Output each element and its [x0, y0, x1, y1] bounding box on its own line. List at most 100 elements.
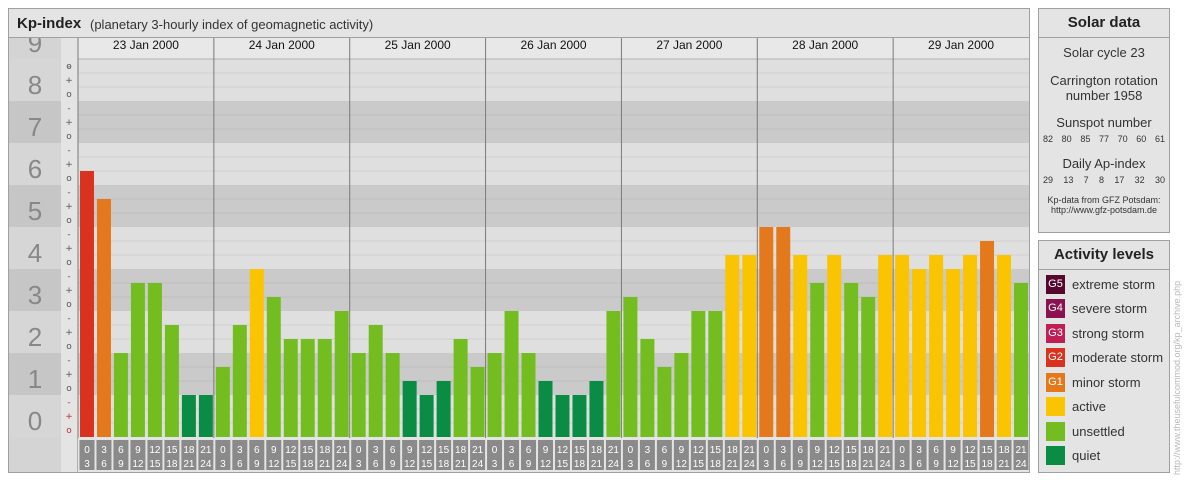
kp-bar — [793, 255, 808, 437]
interval-end-label: 18 — [438, 459, 450, 470]
interval-start-label: 15 — [710, 445, 722, 456]
grid-band — [78, 185, 1029, 227]
third-label: + — [65, 370, 73, 380]
third-label: o — [66, 174, 72, 184]
interval-start-label: 15 — [166, 445, 178, 456]
interval-cell — [453, 440, 469, 470]
third-label: o — [66, 300, 72, 310]
interval-end-label: 15 — [557, 459, 569, 470]
y-axis-band — [9, 395, 61, 437]
interval-end-label: 21 — [727, 459, 739, 470]
interval-cell — [79, 440, 95, 470]
third-label: - — [67, 272, 70, 282]
interval-cell — [758, 440, 774, 470]
interval-cell — [792, 440, 808, 470]
interval-cell — [707, 440, 723, 470]
legend-label: severe storm — [1072, 301, 1148, 316]
interval-cell — [962, 440, 978, 470]
third-label: + — [65, 286, 73, 296]
legend-item-extreme-storm: G5 extreme storm — [1046, 275, 1155, 294]
third-label: - — [67, 188, 70, 198]
kp-bar — [113, 353, 128, 437]
interval-end-label: 9 — [526, 459, 532, 470]
sunspot-value: 82 — [1043, 134, 1054, 144]
sunspot-title: Sunspot number — [1056, 115, 1152, 130]
kp-bar — [572, 395, 587, 437]
kp-bar — [929, 255, 944, 437]
kp-bar — [810, 282, 825, 437]
kp-bar — [708, 311, 723, 437]
interval-start-label: 9 — [407, 445, 413, 456]
y-tick-label: 2 — [28, 322, 42, 352]
interval-end-label: 9 — [390, 459, 396, 470]
ap-value: 7 — [1083, 175, 1089, 185]
interval-start-label: 0 — [628, 445, 634, 456]
activity-levels-title: Activity levels — [1039, 241, 1169, 270]
interval-cell — [113, 440, 129, 470]
ap-value: 30 — [1154, 175, 1165, 185]
interval-end-label: 3 — [356, 459, 362, 470]
interval-end-label: 18 — [981, 459, 993, 470]
interval-start-label: 3 — [916, 445, 922, 456]
kp-bar — [912, 269, 927, 437]
third-label: - — [67, 398, 70, 408]
third-label: + — [65, 412, 73, 422]
third-label: + — [65, 202, 73, 212]
interval-end-label: 9 — [797, 459, 803, 470]
interval-end-label: 6 — [101, 459, 107, 470]
interval-end-label: 21 — [863, 459, 875, 470]
interval-end-label: 12 — [812, 459, 824, 470]
third-label: - — [67, 146, 70, 156]
kp-bar — [504, 311, 519, 437]
kp-bar — [674, 353, 689, 437]
kp-bar — [844, 282, 859, 437]
kp-bar — [215, 366, 230, 437]
source-watermark: http://www.theusefulcommod.org/kp_archiv… — [1172, 280, 1182, 475]
interval-start-label: 3 — [645, 445, 651, 456]
interval-end-label: 18 — [846, 459, 858, 470]
legend-swatch: G3 — [1046, 324, 1065, 343]
interval-cell — [504, 440, 520, 470]
interval-end-label: 18 — [710, 459, 722, 470]
interval-end-label: 21 — [319, 459, 331, 470]
interval-start-label: 18 — [183, 445, 195, 456]
chart-subtitle: (planetary 3-hourly index of geomagnetic… — [90, 17, 374, 32]
third-label: o — [66, 342, 72, 352]
legend-label: minor storm — [1072, 375, 1141, 390]
y-tick-label: 8 — [28, 70, 42, 100]
interval-start-label: 0 — [356, 445, 362, 456]
interval-start-label: 3 — [237, 445, 243, 456]
interval-start-label: 3 — [780, 445, 786, 456]
kp-bar — [164, 324, 179, 437]
carrington-rotation-label: Carrington rotation — [1050, 73, 1158, 88]
interval-end-label: 24 — [744, 459, 756, 470]
interval-cell — [894, 440, 910, 470]
activity-levels-legend: Activity levels G5 extreme storm G4 seve… — [1038, 240, 1170, 473]
y-tick-label: 3 — [28, 280, 42, 310]
interval-start-label: 6 — [118, 445, 124, 456]
legend-label: strong storm — [1072, 326, 1145, 341]
interval-cell — [419, 440, 435, 470]
interval-cell — [928, 440, 944, 470]
interval-end-label: 24 — [1015, 459, 1027, 470]
interval-start-label: 15 — [846, 445, 858, 456]
y-axis-band — [9, 227, 61, 269]
third-label: - — [67, 314, 70, 324]
chart-title-bar: Kp-index (planetary 3-hourly index of ge… — [9, 9, 1029, 38]
interval-start-label: 6 — [797, 445, 803, 456]
interval-cell — [724, 440, 740, 470]
third-label: + — [65, 160, 73, 170]
grid-band — [78, 143, 1029, 185]
interval-start-label: 12 — [557, 445, 569, 456]
interval-cell — [622, 440, 638, 470]
ap-value: 32 — [1134, 175, 1145, 185]
third-label: - — [67, 230, 70, 240]
y-axis-band — [9, 143, 61, 185]
kp-bar — [351, 353, 366, 437]
interval-cell — [521, 440, 537, 470]
interval-cell — [826, 440, 842, 470]
interval-end-label: 9 — [662, 459, 668, 470]
interval-start-label: 21 — [472, 445, 484, 456]
interval-cell — [775, 440, 791, 470]
interval-end-label: 6 — [509, 459, 515, 470]
